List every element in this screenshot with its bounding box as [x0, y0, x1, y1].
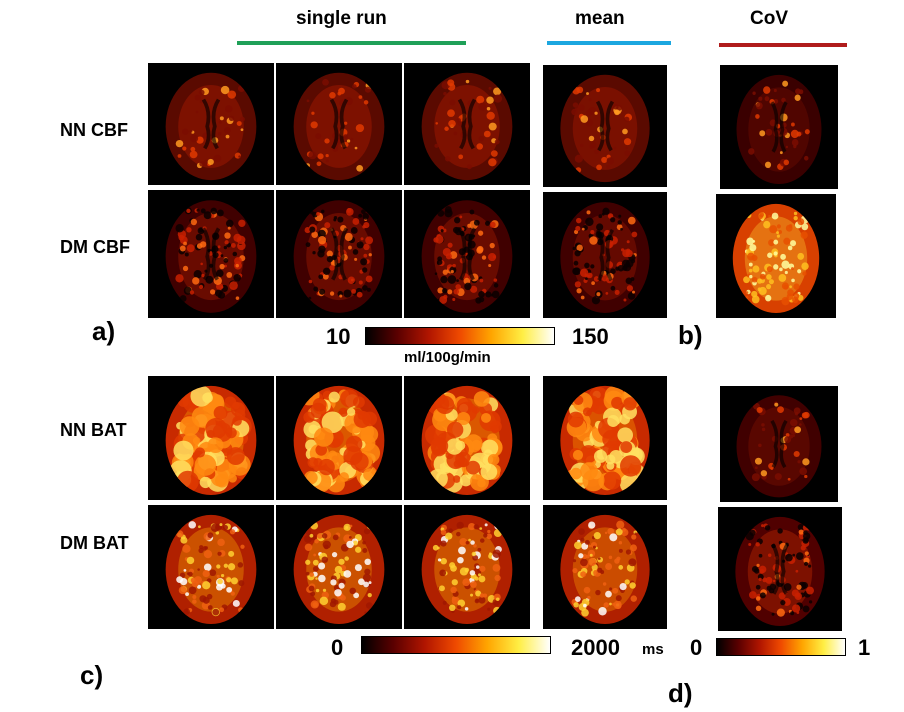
cov-colorbar-max: 1: [858, 635, 871, 660]
row-label-nn-bat: NN BAT: [60, 420, 127, 440]
cbf-colorbar-max: 150: [572, 324, 609, 349]
dm-bat-run3-map: [404, 505, 530, 629]
single-run-underline: [237, 41, 466, 45]
panel-label-d: d): [668, 678, 693, 708]
dm-cbf-mean-map: [543, 192, 667, 318]
dm-bat-run2-map: [276, 505, 402, 629]
bat-colorbar-min: 0: [331, 635, 344, 660]
nn-cbf-mean-map: [543, 65, 667, 187]
nn-bat-run3-map: [404, 376, 530, 500]
row-label-nn-cbf: NN CBF: [60, 120, 128, 140]
bat-colorbar-unit: ms: [642, 641, 664, 658]
nn-bat-cov-map: [720, 386, 838, 502]
nn-cbf-cov-map: [720, 65, 838, 189]
panel-label-b: b): [678, 320, 703, 350]
cov-colorbar-min: 0: [690, 635, 703, 660]
header-single-run: single run: [296, 8, 387, 29]
header-mean: mean: [575, 8, 625, 29]
nn-cbf-run1-map: [148, 63, 274, 185]
dm-bat-mean-map: [543, 505, 667, 629]
cbf-colorbar: [365, 327, 555, 345]
dm-bat-cov-map: [718, 507, 842, 631]
cov-underline: [719, 43, 847, 47]
cov-colorbar: [716, 638, 846, 656]
dm-cbf-run3-map: [404, 190, 530, 318]
dm-cbf-cov-map: [716, 194, 836, 318]
bat-colorbar-max: 2000: [571, 635, 620, 660]
cbf-colorbar-unit: ml/100g/min: [404, 349, 491, 366]
panel-label-a: a): [92, 316, 116, 346]
dm-cbf-run2-map: [276, 190, 402, 318]
cbf-colorbar-min: 10: [326, 324, 351, 349]
row-label-dm-bat: DM BAT: [60, 533, 129, 553]
nn-bat-run1-map: [148, 376, 274, 500]
nn-bat-run2-map: [276, 376, 402, 500]
nn-cbf-run3-map: [404, 63, 530, 185]
nn-bat-mean-map: [543, 376, 667, 500]
nn-cbf-run2-map: [276, 63, 402, 185]
dm-cbf-run1-map: [148, 190, 274, 318]
header-cov: CoV: [750, 8, 788, 29]
dm-bat-run1-map: [148, 505, 274, 629]
panel-label-c: c): [80, 660, 104, 690]
row-label-dm-cbf: DM CBF: [60, 237, 130, 257]
bat-colorbar: [361, 636, 551, 654]
mean-underline: [547, 41, 671, 45]
